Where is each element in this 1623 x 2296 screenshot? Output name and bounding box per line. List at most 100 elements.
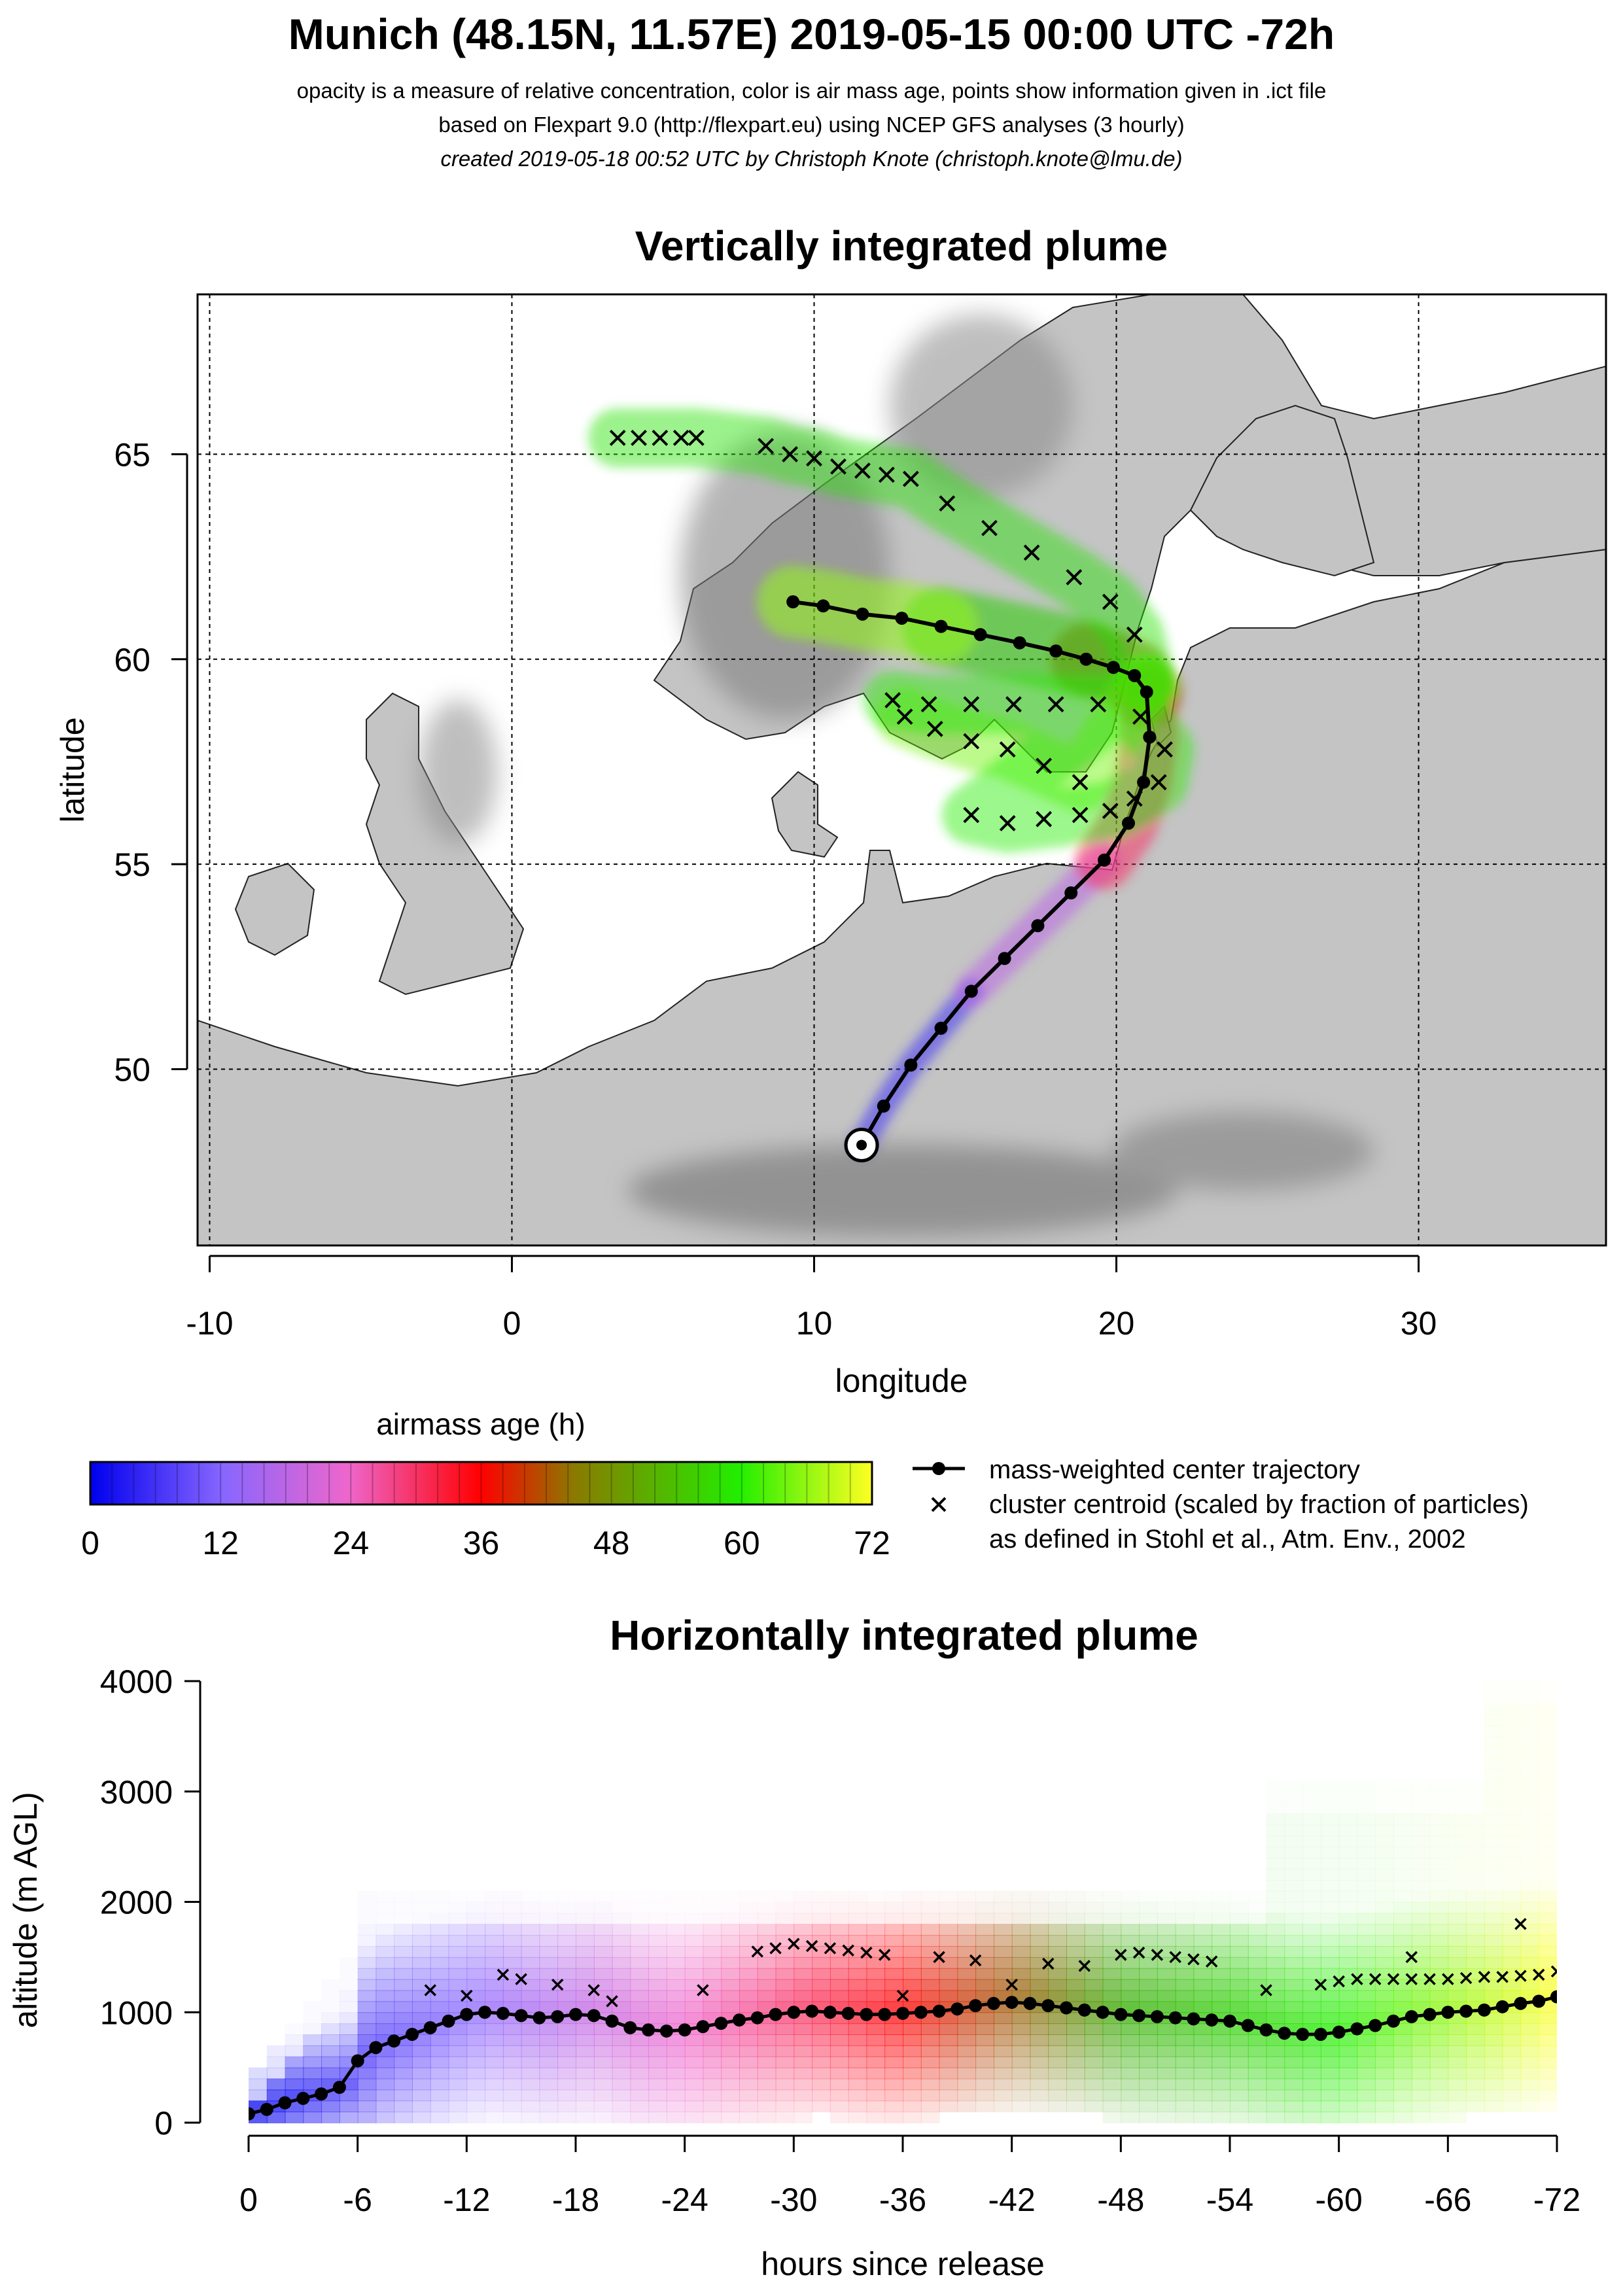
profile-plume-cell	[593, 1935, 613, 1947]
profile-plume-cell	[485, 2067, 504, 2079]
map-centroid-mark	[1150, 774, 1167, 791]
profile-plume-cell	[1084, 2100, 1104, 2113]
profile-plume-cell	[1539, 1791, 1557, 1803]
map-y-tick-label: 55	[114, 846, 150, 883]
profile-plume-cell	[648, 1913, 667, 1925]
profile-plume-cell	[957, 2067, 977, 2079]
profile-plume-cell	[1084, 1957, 1104, 1969]
profile-plume-cell	[485, 2034, 504, 2046]
profile-plume-cell	[920, 1935, 940, 1947]
profile-plume-cell	[848, 1990, 867, 2002]
profile-plume-cell	[1411, 1935, 1431, 1947]
profile-centroid-mark	[606, 1995, 618, 2008]
profile-plume-cell	[1030, 1968, 1049, 1980]
profile-plume-cell	[939, 2100, 958, 2113]
profile-plume-cell	[829, 2034, 849, 2046]
profile-plume-cell	[339, 2045, 358, 2057]
profile-plume-cell	[667, 1902, 686, 1914]
profile-plume-cell	[794, 2056, 813, 2068]
profile-plume-cell	[975, 2100, 994, 2113]
profile-plume-cell	[1466, 2056, 1485, 2068]
profile-plume-cell	[576, 2112, 595, 2123]
profile-plume-cell	[1520, 2067, 1540, 2079]
map-x-axis-label: longitude	[835, 1363, 968, 1399]
profile-plume-cell	[1539, 1714, 1557, 1726]
profile-plume-cell	[1302, 1913, 1321, 1925]
profile-plume-cell	[1175, 1968, 1195, 1980]
profile-plume-cell	[1048, 1946, 1067, 1958]
profile-plume-cell	[1412, 1792, 1431, 1803]
profile-plume-cell	[648, 2045, 667, 2057]
profile-plume-cell	[1375, 1858, 1394, 1870]
profile-plume-cell	[975, 2034, 994, 2046]
map-trajectory-point	[1140, 685, 1153, 699]
profile-plume-cell	[939, 2089, 958, 2102]
profile-plume-cell	[539, 1957, 559, 1969]
profile-plume-cell	[1302, 2078, 1321, 2091]
profile-plume-cell	[812, 2045, 831, 2057]
profile-plume-cell	[1502, 2023, 1522, 2035]
profile-plume-cell	[866, 1968, 886, 1980]
profile-plume-cell	[1520, 1736, 1540, 1748]
profile-plume-cell	[1048, 1935, 1067, 1947]
profile-plume-cell	[612, 2067, 631, 2079]
profile-plume-cell	[1466, 1957, 1485, 1969]
profile-plume-cell	[957, 1913, 977, 1925]
profile-plume-cell	[1284, 2056, 1304, 2068]
profile-plume-cell	[593, 2067, 613, 2079]
profile-plume-cell	[1157, 1946, 1176, 1958]
profile-plume-cell	[1266, 1879, 1285, 1892]
profile-trajectory-point	[878, 2008, 892, 2021]
map-y-tick-label: 60	[114, 642, 150, 678]
profile-plume-cell	[557, 1935, 576, 1947]
map-centroid-mark	[1090, 696, 1107, 713]
profile-plume-cell	[794, 2023, 813, 2035]
profile-plume-cell	[1320, 1924, 1340, 1936]
profile-plume-cell	[1539, 2023, 1557, 2035]
profile-plume-cell	[903, 1935, 922, 1947]
profile-plume-cell	[502, 1924, 522, 1936]
profile-plume-cell	[612, 2001, 631, 2013]
profile-plume-cell	[1429, 2056, 1449, 2068]
profile-plume-cell	[1484, 1813, 1503, 1826]
profile-plume-cell	[848, 1968, 867, 1980]
profile-plume-cell	[739, 2112, 758, 2123]
profile-trajectory-point	[860, 2008, 873, 2021]
profile-plume-cell	[521, 2056, 540, 2068]
profile-plume-cell	[1193, 2112, 1213, 2123]
profile-plume-cell	[993, 2067, 1013, 2079]
profile-plume-cell	[1375, 1968, 1394, 1980]
profile-plume-cell	[1302, 2012, 1321, 2025]
profile-centroid-mark	[1514, 1970, 1527, 1982]
profile-plume-cell	[1466, 2100, 1485, 2113]
profile-plume-cell	[1193, 2067, 1213, 2079]
profile-plot-area	[249, 1703, 1557, 2123]
profile-plume-cell	[375, 2023, 395, 2035]
profile-plume-cell	[1393, 1924, 1412, 1936]
profile-plume-cell	[957, 1946, 977, 1958]
profile-plume-cell	[502, 2078, 522, 2091]
profile-plume-cell	[557, 1968, 576, 1980]
profile-x-tick-label: -18	[552, 2182, 599, 2218]
profile-plume-cell	[521, 2078, 540, 2091]
profile-plume-cell	[1520, 1847, 1540, 1858]
profile-plume-cell	[357, 1946, 377, 1958]
profile-plume-cell	[1284, 1792, 1303, 1803]
profile-plume-cell	[1448, 1835, 1467, 1848]
profile-plume-cell	[630, 1913, 650, 1925]
profile-plume-cell	[703, 2067, 722, 2079]
map-x-tick-label: -10	[186, 1305, 233, 1342]
profile-plume-cell	[593, 1957, 613, 1969]
profile-plume-cell	[485, 2078, 504, 2091]
map-trajectory-point	[1143, 730, 1157, 744]
profile-plume-cell	[1048, 1902, 1067, 1914]
profile-plume-cell	[1539, 1802, 1557, 1815]
profile-plume-cell	[1175, 1957, 1195, 1969]
profile-plume-cell	[1102, 1990, 1122, 2002]
profile-plume-cell	[1520, 2023, 1540, 2035]
profile-plume-cell	[1411, 1924, 1431, 1936]
profile-plume-cell	[684, 1957, 704, 1969]
profile-plume-cell	[1266, 1847, 1285, 1858]
profile-x-tick-label: -6	[343, 2182, 372, 2218]
map-x-tick-label: 0	[503, 1305, 521, 1342]
